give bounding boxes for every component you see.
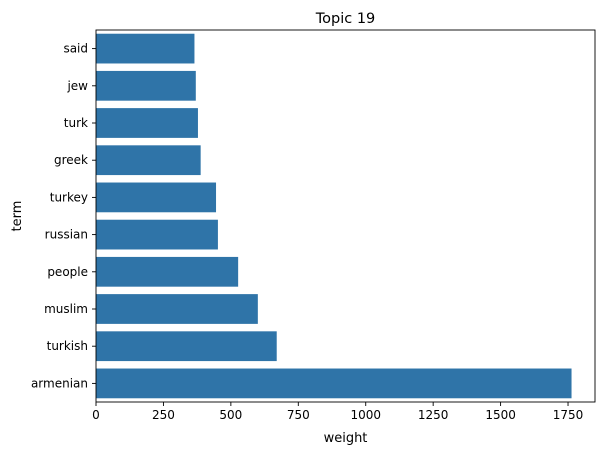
y-tick-label: greek — [54, 153, 88, 167]
y-tick-label: said — [63, 42, 88, 56]
bar-jew — [96, 70, 196, 101]
bar-greek — [96, 145, 201, 176]
y-tick-label: russian — [45, 228, 88, 242]
x-tick-label: 250 — [152, 408, 175, 422]
y-axis: said jew turk greek turkey russian people musli… — [31, 42, 96, 390]
bar-said — [96, 33, 195, 64]
x-tick-label: 0 — [92, 408, 100, 422]
bar-turkish — [96, 331, 277, 362]
y-tick-label: muslim — [44, 302, 88, 316]
bar-armenian — [96, 368, 572, 399]
bar-muslim — [96, 294, 258, 324]
chart-title: Topic 19 — [315, 11, 376, 27]
x-axis-label: weight — [324, 431, 368, 446]
x-tick-label: 1750 — [553, 408, 584, 422]
bar-turk — [96, 108, 198, 138]
x-axis: 0 250 500 750 1000 1250 1500 1750 — [92, 402, 583, 422]
y-tick-label: people — [47, 265, 88, 279]
x-tick-label: 500 — [219, 408, 242, 422]
bar-russian — [96, 219, 218, 250]
x-tick-label: 1000 — [350, 408, 381, 422]
y-tick-label: jew — [66, 79, 88, 93]
x-tick-label: 750 — [287, 408, 310, 422]
plot-frame — [95, 29, 596, 403]
y-tick-label: armenian — [31, 376, 88, 390]
x-tick-label: 1500 — [485, 408, 516, 422]
y-tick-label: turkish — [47, 339, 88, 353]
y-axis-label: term — [10, 201, 25, 232]
y-tick-label: turkey — [50, 190, 88, 204]
bars-layer — [96, 33, 572, 399]
y-tick-label: turk — [64, 116, 88, 130]
x-tick-label: 1250 — [418, 408, 449, 422]
bar-turkey — [96, 182, 217, 213]
bar-people — [96, 256, 239, 287]
